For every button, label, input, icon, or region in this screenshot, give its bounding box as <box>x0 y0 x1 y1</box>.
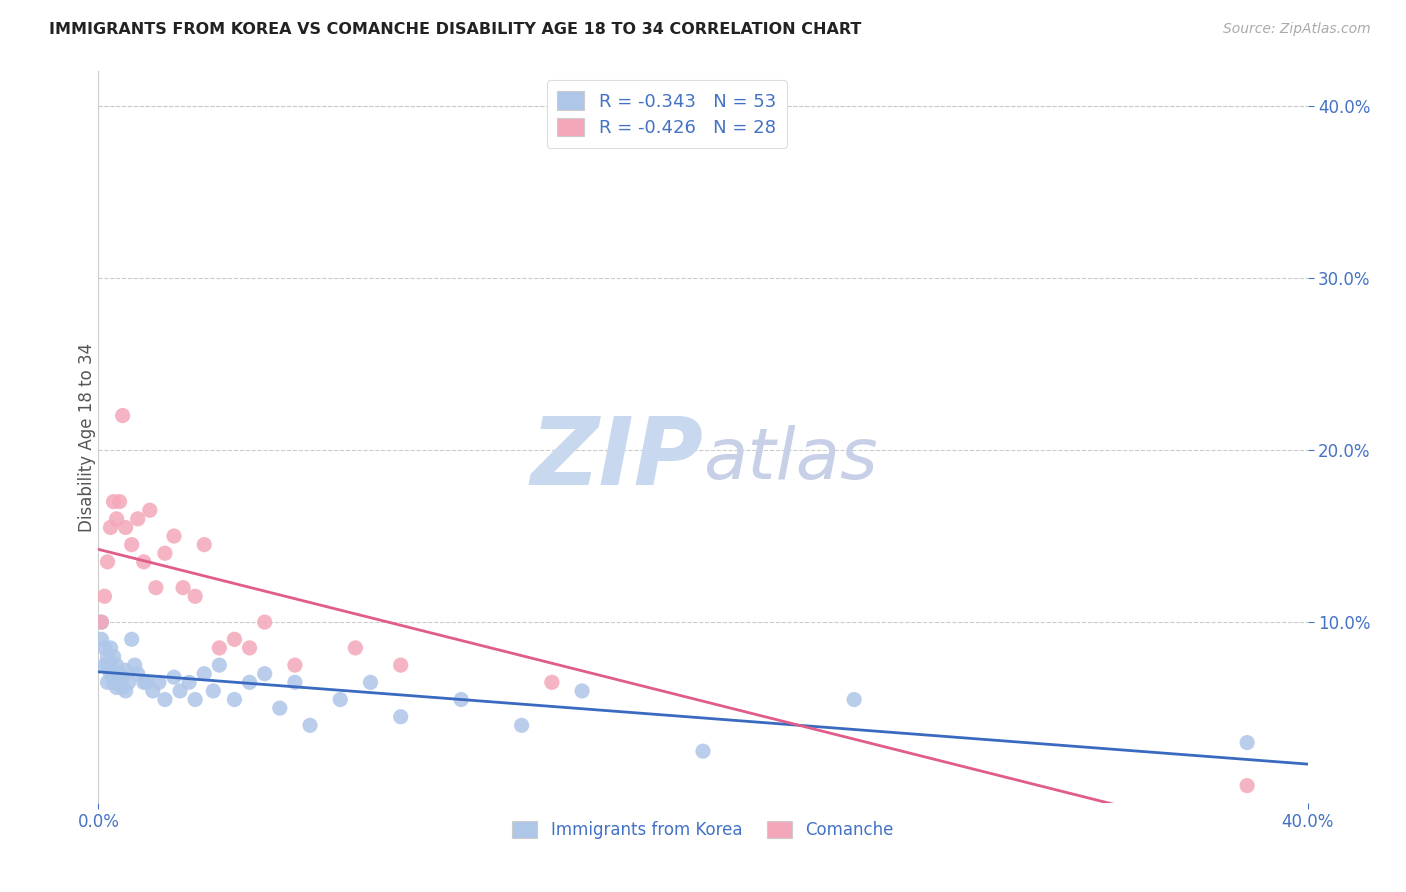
Point <box>169 684 191 698</box>
Point <box>202 684 225 698</box>
Point <box>118 675 141 690</box>
Point <box>1236 735 1258 749</box>
Point <box>90 615 112 629</box>
Point <box>172 581 194 595</box>
Point <box>93 658 115 673</box>
Point <box>329 692 352 706</box>
Point <box>114 684 136 698</box>
Point <box>103 494 125 508</box>
Point <box>100 658 122 673</box>
Point <box>844 692 866 706</box>
Point <box>108 666 131 681</box>
Point <box>163 670 186 684</box>
Point <box>96 649 118 664</box>
Point <box>103 675 125 690</box>
Point <box>93 640 115 655</box>
Point <box>389 658 412 673</box>
Point <box>127 666 149 681</box>
Point <box>121 538 143 552</box>
Point <box>100 666 122 681</box>
Point <box>253 615 276 629</box>
Point <box>148 675 170 690</box>
Point <box>96 658 118 673</box>
Point <box>179 675 201 690</box>
Y-axis label: Disability Age 18 to 34: Disability Age 18 to 34 <box>79 343 96 532</box>
Point <box>105 670 128 684</box>
Point <box>100 520 122 534</box>
Point <box>360 675 382 690</box>
Point <box>145 581 167 595</box>
Point <box>389 710 412 724</box>
Point <box>103 649 125 664</box>
Point <box>224 692 246 706</box>
Point <box>153 692 176 706</box>
Point <box>184 589 207 603</box>
Legend: Immigrants from Korea, Comanche: Immigrants from Korea, Comanche <box>506 814 900 846</box>
Point <box>108 494 131 508</box>
Point <box>127 512 149 526</box>
Point <box>540 675 562 690</box>
Point <box>114 520 136 534</box>
Point <box>239 675 262 690</box>
Text: Source: ZipAtlas.com: Source: ZipAtlas.com <box>1223 22 1371 37</box>
Point <box>105 681 128 695</box>
Point <box>510 718 533 732</box>
Point <box>344 640 367 655</box>
Point <box>299 718 322 732</box>
Point <box>114 663 136 677</box>
Point <box>111 670 134 684</box>
Point <box>153 546 176 560</box>
Point <box>284 658 307 673</box>
Point <box>96 675 118 690</box>
Point <box>269 701 291 715</box>
Point <box>692 744 714 758</box>
Point <box>163 529 186 543</box>
Point <box>142 684 165 698</box>
Point <box>571 684 593 698</box>
Point <box>90 615 112 629</box>
Point <box>184 692 207 706</box>
Point <box>193 666 215 681</box>
Point <box>111 681 134 695</box>
Point <box>284 675 307 690</box>
Text: ZIP: ZIP <box>530 413 703 505</box>
Point <box>100 640 122 655</box>
Point <box>139 503 162 517</box>
Point <box>208 640 231 655</box>
Point <box>135 675 157 690</box>
Point <box>96 555 118 569</box>
Point <box>1236 779 1258 793</box>
Point <box>105 658 128 673</box>
Point <box>108 675 131 690</box>
Point <box>124 658 146 673</box>
Point <box>121 632 143 647</box>
Point <box>93 589 115 603</box>
Point <box>103 666 125 681</box>
Point <box>208 658 231 673</box>
Point <box>253 666 276 681</box>
Point <box>224 632 246 647</box>
Point <box>132 675 155 690</box>
Point <box>90 632 112 647</box>
Point <box>450 692 472 706</box>
Point <box>193 538 215 552</box>
Point <box>239 640 262 655</box>
Point <box>105 512 128 526</box>
Text: atlas: atlas <box>703 425 877 493</box>
Point <box>111 409 134 423</box>
Text: IMMIGRANTS FROM KOREA VS COMANCHE DISABILITY AGE 18 TO 34 CORRELATION CHART: IMMIGRANTS FROM KOREA VS COMANCHE DISABI… <box>49 22 862 37</box>
Point <box>132 555 155 569</box>
